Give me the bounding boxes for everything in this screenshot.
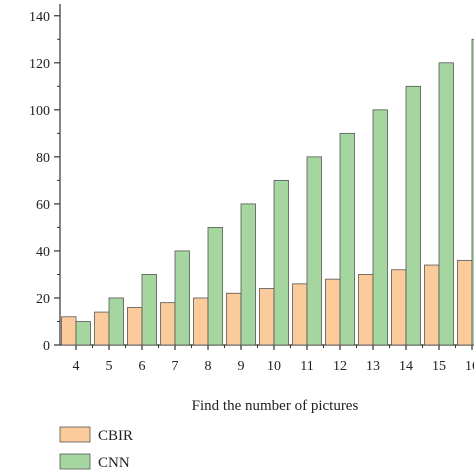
bar-cnn-12: [339, 132, 355, 346]
bar-cnn-4: [75, 321, 91, 346]
x-axis: 4 5 6 7 8 9 10 11 12 13 14 15 16: [60, 344, 474, 374]
bar-cbir-13: [358, 274, 374, 346]
x-tick-label: 16: [465, 359, 474, 374]
bar-cnn-14: [405, 85, 421, 346]
bar-cbir-15: [424, 264, 440, 346]
x-tick-label: 15: [432, 359, 446, 374]
bar-cbir-16: [457, 259, 473, 346]
bar-cnn-15: [438, 62, 454, 346]
y-tick-label: 20: [36, 292, 50, 307]
bars: [61, 38, 474, 346]
x-tick-label: 13: [366, 359, 380, 374]
bar-cbir-9: [226, 292, 242, 346]
bar-cbir-8: [193, 297, 209, 346]
bar-cnn-5: [108, 297, 124, 346]
y-tick-label: 80: [36, 151, 50, 166]
x-tick-label: 8: [205, 359, 212, 374]
bar-cnn-9: [240, 203, 256, 346]
legend: CBIR CNN: [59, 426, 133, 471]
y-tick-label: 60: [36, 198, 50, 213]
y-tick-label: 120: [29, 57, 50, 72]
y-tick-label: 140: [29, 10, 50, 25]
x-tick-label: 14: [399, 359, 413, 374]
x-tick-label: 9: [238, 359, 245, 374]
legend-label-cnn: CNN: [98, 455, 130, 471]
bar-cbir-14: [391, 269, 407, 346]
y-axis: 0 20 40 60 80 100 120 140: [29, 4, 61, 354]
legend-swatch-cnn: [59, 453, 91, 470]
x-axis-title: Find the number of pictures: [192, 398, 359, 414]
x-tick-label: 11: [300, 359, 313, 374]
y-tick-label: 0: [43, 339, 50, 354]
bar-cnn-16: [471, 38, 474, 346]
bar-cbir-10: [259, 288, 275, 346]
x-tick-label: 10: [267, 359, 281, 374]
x-tick-label: 7: [172, 359, 179, 374]
x-tick-label: 12: [333, 359, 347, 374]
x-tick-label: 6: [139, 359, 146, 374]
legend-label-cbir: CBIR: [98, 428, 133, 444]
bar-cnn-13: [372, 109, 388, 346]
bar-cnn-8: [207, 227, 223, 346]
y-tick-label: 100: [29, 104, 50, 119]
x-tick-label: 4: [73, 359, 80, 374]
bar-cnn-10: [273, 179, 289, 346]
bar-cbir-4: [61, 316, 77, 346]
bar-cnn-11: [306, 156, 322, 346]
bar-cbir-11: [292, 283, 308, 346]
bar-cbir-7: [160, 302, 176, 346]
bar-cbir-5: [94, 311, 110, 346]
bar-cbir-6: [127, 306, 143, 346]
x-tick-label: 5: [106, 359, 113, 374]
legend-swatch-cbir: [59, 426, 91, 443]
bar-cnn-7: [174, 250, 190, 346]
bar-cnn-6: [141, 274, 157, 346]
y-tick-label: 40: [36, 245, 50, 260]
bar-cbir-12: [325, 278, 341, 346]
